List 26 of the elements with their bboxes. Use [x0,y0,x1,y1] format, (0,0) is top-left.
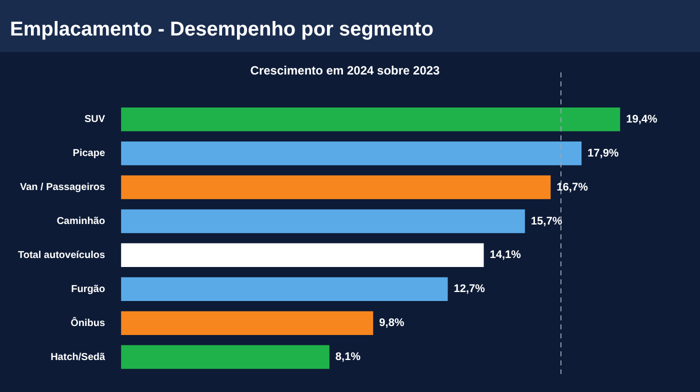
chart-subtitle: Crescimento em 2024 sobre 2023 [250,64,440,78]
bar [121,345,330,369]
bar [121,141,582,166]
y-tick-label: Hatch/Sedã [50,352,106,363]
bar [121,277,448,302]
data-label: 12,7% [454,283,486,296]
data-label: 9,8% [379,317,404,330]
bar [121,175,551,200]
bar [121,243,484,268]
y-tick-label: Picape [72,148,106,160]
y-tick-label: Caminhão [56,216,106,227]
data-label: 15,7% [530,215,562,228]
data-label: 17,9% [588,147,619,160]
y-tick-label: Total autoveículos [18,250,106,261]
y-tick-label: Van / Passageiros [20,182,106,194]
data-label: 19,4% [626,113,658,126]
bar [121,107,620,132]
y-tick-label: Ônibus [70,316,106,329]
y-tick-label: Furgão [71,284,106,295]
bar [121,209,525,234]
data-label: 8,1% [335,351,361,364]
data-label: 16,7% [556,181,588,194]
bar [121,311,374,335]
y-tick-label: SUV [84,114,106,126]
data-label: 14,1% [490,249,522,262]
chart-title: Emplacamento - Desempenho por segmento [10,18,434,41]
